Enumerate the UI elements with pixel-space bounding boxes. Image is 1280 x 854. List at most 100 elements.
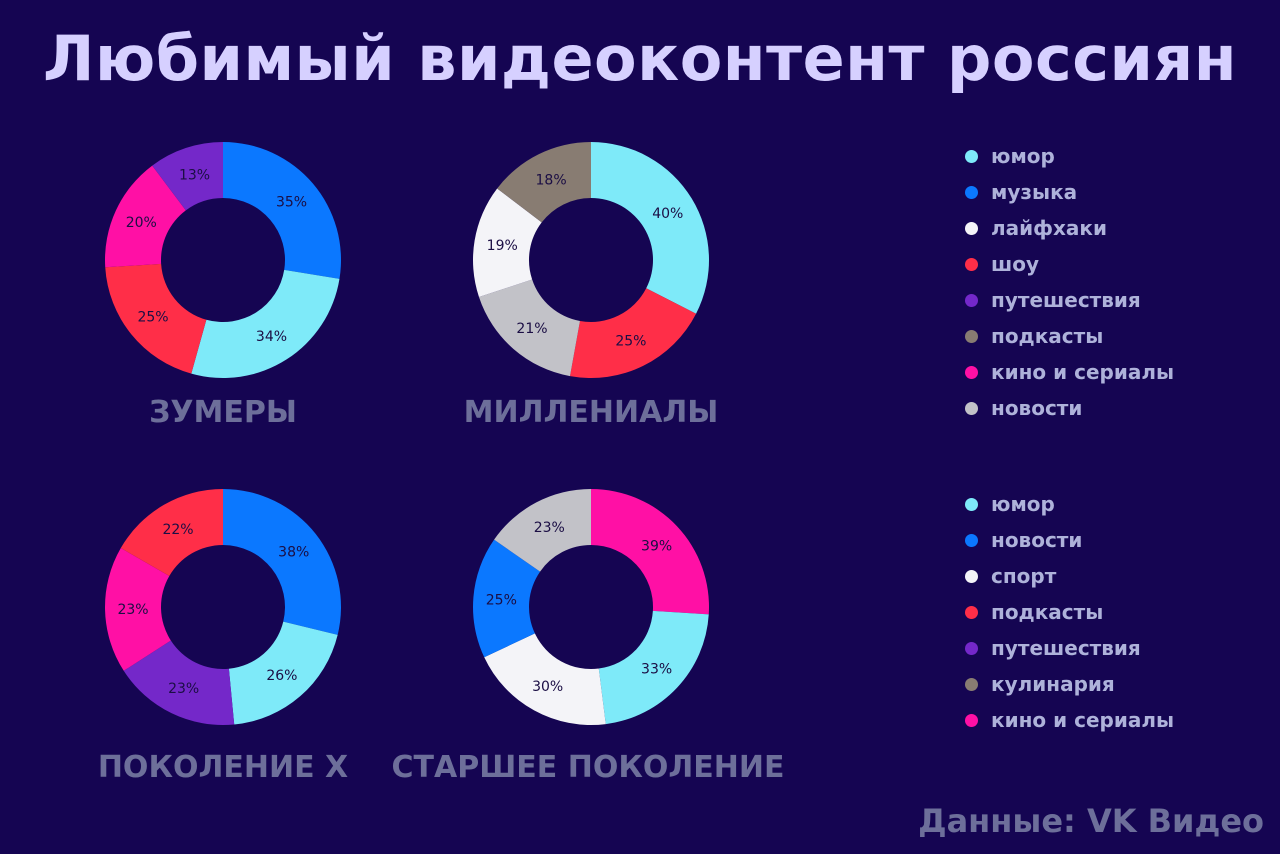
legend-label: подкасты [991, 600, 1104, 624]
legend-item: новости [963, 525, 1174, 561]
slice-label: 38% [278, 544, 309, 560]
donut-svg: 35% 34% 25% 20% 13% [105, 142, 341, 378]
slice-label: 19% [487, 238, 518, 254]
legend-item: юмор [963, 489, 1174, 525]
source-note: Данные: VK Видео [918, 802, 1264, 840]
donut-svg: 38% 26% 23% 23% 22% [105, 489, 341, 725]
slice-label: 21% [516, 321, 547, 337]
legend-top: юмор музыка лайфхаки шоу путешествия подкасты… [963, 141, 1174, 429]
donut-svg: 40% 25% 21% 19% 18% [473, 142, 709, 378]
legend-item: юмор [963, 141, 1174, 177]
slice-label: 13% [179, 168, 210, 184]
legend-label: шоу [991, 252, 1040, 276]
donut-slice [120, 489, 223, 576]
donut-slice [478, 279, 580, 377]
chart-label-millennials: МИЛЛЕНИАЛЫ [463, 395, 719, 430]
legend-label: лайфхаки [991, 216, 1107, 240]
slice-label: 25% [137, 310, 168, 326]
donut-slice [191, 269, 340, 378]
donut-slice [473, 188, 542, 298]
legend-color-dot [965, 186, 978, 199]
legend-item: путешествия [963, 285, 1174, 321]
donut-slice [591, 489, 709, 615]
donut-chart-older-generation: 39% 33% 30% 25% 23% [471, 487, 711, 727]
legend-color-dot [965, 402, 978, 415]
legend-color-dot [965, 570, 978, 583]
slice-label: 33% [641, 662, 672, 678]
legend-label: юмор [991, 144, 1055, 168]
legend-label: новости [991, 396, 1083, 420]
legend-item: спорт [963, 561, 1174, 597]
slice-label: 40% [652, 206, 683, 222]
chart-label-older-generation: СТАРШЕЕ ПОКОЛЕНИЕ [391, 750, 785, 785]
donut-slice [152, 142, 223, 211]
legend-color-dot [965, 222, 978, 235]
slice-label: 39% [641, 538, 672, 554]
donut-slice [123, 640, 235, 725]
legend-color-dot [965, 534, 978, 547]
legend-label: музыка [991, 180, 1078, 204]
slice-label: 18% [536, 172, 567, 188]
donut-slice [591, 142, 709, 314]
slice-label: 30% [532, 679, 563, 695]
legend-bottom: юмор новости спорт подкасты путешествия кулин… [963, 489, 1174, 741]
donut-slice [484, 633, 606, 725]
donut-chart-zoomers: 35% 34% 25% 20% 13% [103, 140, 343, 380]
legend-item: музыка [963, 177, 1174, 213]
legend-color-dot [965, 606, 978, 619]
donut-slice [105, 165, 186, 268]
legend-label: спорт [991, 564, 1057, 588]
donut-svg: 39% 33% 30% 25% 23% [473, 489, 709, 725]
donut-slice [473, 539, 541, 658]
legend-label: кулинария [991, 672, 1115, 696]
slice-label: 23% [534, 520, 565, 536]
legend-label: кино и сериалы [991, 360, 1175, 384]
donut-slice [223, 489, 341, 635]
legend-label: юмор [991, 492, 1055, 516]
donut-chart-millennials: 40% 25% 21% 19% 18% [471, 140, 711, 380]
legend-item: путешествия [963, 633, 1174, 669]
slice-label: 23% [117, 602, 148, 618]
legend-label: новости [991, 528, 1083, 552]
legend-label: путешествия [991, 636, 1141, 660]
slice-label: 22% [162, 522, 193, 538]
chart-title: Любимый видеоконтент россиян [42, 22, 1238, 95]
donut-slice [598, 610, 709, 725]
chart-label-gen-x: ПОКОЛЕНИЕ X [97, 750, 349, 785]
donut-slice [570, 288, 697, 378]
legend-label: подкасты [991, 324, 1104, 348]
legend-color-dot [965, 294, 978, 307]
slice-label: 25% [615, 334, 646, 350]
slice-label: 23% [168, 681, 199, 697]
donut-slice [105, 548, 171, 671]
legend-item: кулинария [963, 669, 1174, 705]
slice-label: 35% [276, 195, 307, 211]
legend-color-dot [965, 330, 978, 343]
legend-label: кино и сериалы [991, 708, 1175, 732]
donut-slice [497, 142, 591, 223]
legend-color-dot [965, 714, 978, 727]
slice-label: 34% [256, 329, 287, 345]
slice-label: 25% [486, 592, 517, 608]
slice-label: 20% [126, 215, 157, 231]
legend-color-dot [965, 366, 978, 379]
legend-color-dot [965, 642, 978, 655]
legend-item: подкасты [963, 597, 1174, 633]
donut-slice [105, 263, 207, 374]
legend-item: кино и сериалы [963, 357, 1174, 393]
legend-color-dot [965, 150, 978, 163]
legend-item: лайфхаки [963, 213, 1174, 249]
legend-color-dot [965, 498, 978, 511]
legend-item: кино и сериалы [963, 705, 1174, 741]
chart-label-zoomers: ЗУМЕРЫ [149, 395, 297, 430]
slice-label: 26% [266, 668, 297, 684]
legend-item: новости [963, 393, 1174, 429]
donut-slice [494, 489, 591, 572]
legend-item: шоу [963, 249, 1174, 285]
legend-color-dot [965, 258, 978, 271]
donut-slice [228, 621, 338, 725]
legend-item: подкасты [963, 321, 1174, 357]
legend-label: путешествия [991, 288, 1141, 312]
donut-slice [223, 142, 341, 279]
donut-chart-gen-x: 38% 26% 23% 23% 22% [103, 487, 343, 727]
